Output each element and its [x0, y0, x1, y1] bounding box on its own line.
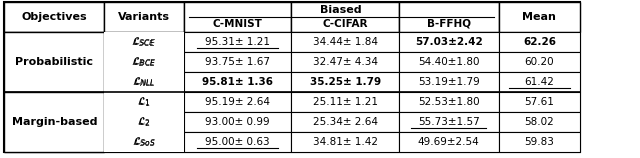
Text: $\mathcal{L}_{NLL}$: $\mathcal{L}_{NLL}$ [132, 75, 156, 89]
Bar [104, 2, 184, 32]
Bar [184, 72, 291, 92]
Text: Biased: Biased [321, 5, 362, 15]
Text: $\mathcal{L}_{SoS}$: $\mathcal{L}_{SoS}$ [132, 136, 156, 148]
Text: 95.31± 1.21: 95.31± 1.21 [205, 37, 270, 47]
Bar [4, 52, 104, 72]
Text: $\mathcal{L}_{2}$: $\mathcal{L}_{2}$ [138, 116, 150, 128]
Text: $\mathcal{L}_{NLL}$: $\mathcal{L}_{NLL}$ [132, 76, 155, 88]
Text: 57.61: 57.61 [524, 97, 554, 107]
Bar [104, 112, 184, 132]
Text: 49.69±2.54: 49.69±2.54 [418, 137, 479, 147]
Text: C-MNIST: C-MNIST [212, 19, 262, 29]
Bar [291, 32, 399, 52]
Bar [291, 2, 399, 32]
Text: C-CIFAR: C-CIFAR [323, 19, 368, 29]
Bar [104, 52, 184, 72]
Text: 95.19± 2.64: 95.19± 2.64 [205, 97, 270, 107]
Bar [104, 132, 184, 152]
Bar [499, 112, 580, 132]
Bar [499, 132, 580, 152]
Bar [399, 112, 499, 132]
Bar [291, 72, 399, 92]
Bar [4, 2, 104, 32]
Bar [499, 92, 580, 112]
Bar [184, 32, 291, 52]
Bar [499, 2, 580, 32]
Bar [399, 92, 499, 112]
Text: $\mathcal{L}_{1}$: $\mathcal{L}_{1}$ [137, 95, 151, 109]
Bar [4, 132, 104, 152]
Bar [184, 2, 291, 32]
Text: 93.75± 1.67: 93.75± 1.67 [205, 57, 270, 67]
Bar [291, 132, 399, 152]
Bar [499, 52, 580, 72]
Text: $\mathcal{L}_{1}$: $\mathcal{L}_{1}$ [137, 96, 150, 108]
Text: 59.83: 59.83 [524, 137, 554, 147]
Text: 60.20: 60.20 [525, 57, 554, 67]
Bar [184, 132, 291, 152]
Text: Probabilistic: Probabilistic [15, 57, 93, 67]
Bar [291, 52, 399, 72]
Text: 95.00± 0.63: 95.00± 0.63 [205, 137, 270, 147]
Bar [184, 92, 291, 112]
Text: 32.47± 4.34: 32.47± 4.34 [312, 57, 378, 67]
Text: 95.81± 1.36: 95.81± 1.36 [202, 77, 273, 87]
Text: 93.00± 0.99: 93.00± 0.99 [205, 117, 270, 127]
Text: $\mathcal{L}_{2}$: $\mathcal{L}_{2}$ [137, 115, 151, 129]
Bar [104, 72, 184, 92]
Bar [399, 52, 499, 72]
Bar [4, 92, 104, 112]
Bar [4, 112, 104, 132]
Text: 61.42: 61.42 [524, 77, 554, 87]
Bar [104, 72, 184, 92]
Text: 25.34± 2.64: 25.34± 2.64 [312, 117, 378, 127]
Bar [184, 52, 291, 72]
Text: 62.26: 62.26 [523, 37, 556, 47]
Text: $\mathcal{L}_{BCE}$: $\mathcal{L}_{BCE}$ [131, 55, 157, 69]
Bar [399, 2, 499, 32]
Text: 55.73±1.57: 55.73±1.57 [418, 117, 479, 127]
Text: Objectives: Objectives [21, 12, 87, 22]
Text: 57.03±2.42: 57.03±2.42 [415, 37, 483, 47]
Text: Variants: Variants [118, 12, 170, 22]
Text: 25.11± 1.21: 25.11± 1.21 [312, 97, 378, 107]
Text: $\mathcal{L}_{SCE}$: $\mathcal{L}_{SCE}$ [132, 36, 156, 48]
Text: 34.81± 1.42: 34.81± 1.42 [312, 137, 378, 147]
Text: 35.25± 1.79: 35.25± 1.79 [310, 77, 381, 87]
Bar [4, 92, 104, 152]
Text: $\mathcal{L}_{BCE}$: $\mathcal{L}_{BCE}$ [132, 56, 156, 68]
Text: $\mathcal{L}_{SCE}$: $\mathcal{L}_{SCE}$ [131, 35, 156, 49]
Text: $\mathcal{L}_{SoS}$: $\mathcal{L}_{SoS}$ [132, 135, 156, 149]
Text: 54.40±1.80: 54.40±1.80 [418, 57, 479, 67]
Bar [104, 32, 184, 52]
Bar [499, 72, 580, 92]
Bar [104, 132, 184, 152]
Bar [4, 32, 104, 52]
Text: B-FFHQ: B-FFHQ [427, 19, 471, 29]
Bar [399, 72, 499, 92]
Text: Margin-based: Margin-based [12, 117, 97, 127]
Text: 52.53±1.80: 52.53±1.80 [418, 97, 479, 107]
Text: Mean: Mean [522, 12, 556, 22]
Bar [104, 52, 184, 72]
Bar [291, 112, 399, 132]
Bar [184, 112, 291, 132]
Bar [399, 132, 499, 152]
Bar [499, 32, 580, 52]
Bar [291, 92, 399, 112]
Bar [104, 32, 184, 52]
Bar [104, 92, 184, 112]
Bar [104, 92, 184, 112]
Bar [4, 72, 104, 92]
Text: 34.44± 1.84: 34.44± 1.84 [312, 37, 378, 47]
Bar [4, 32, 104, 92]
Text: 58.02: 58.02 [525, 117, 554, 127]
Text: 53.19±1.79: 53.19±1.79 [418, 77, 479, 87]
Bar [104, 112, 184, 132]
Bar [399, 32, 499, 52]
